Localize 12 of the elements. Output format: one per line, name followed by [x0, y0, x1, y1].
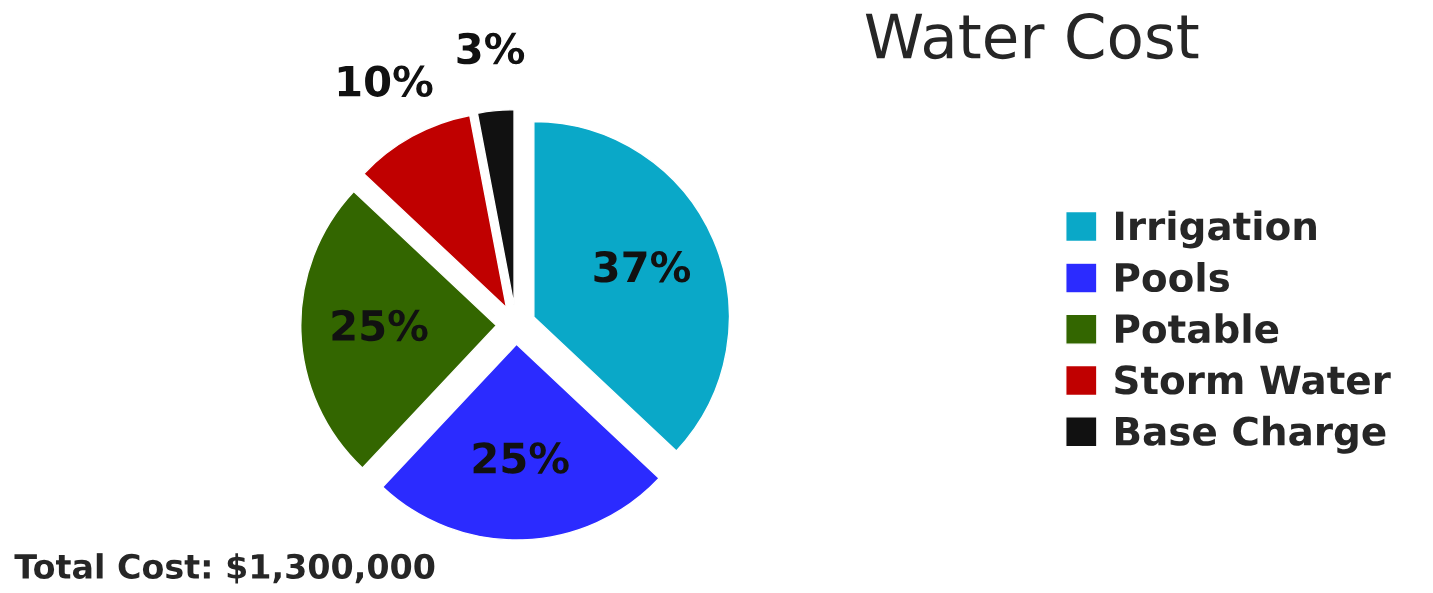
- legend-label: Storm Water: [1115, 365, 1391, 395]
- legend-label: Potable: [1115, 313, 1279, 344]
- legend-label: Pools: [1115, 262, 1229, 293]
- data-label: 25%: [473, 442, 569, 474]
- data-label: 10%: [338, 65, 433, 97]
- chart-title: Water Cost: [865, 13, 1199, 60]
- data-label: 37%: [594, 251, 691, 283]
- data-label: 25%: [332, 309, 428, 342]
- text: Total Cost: $1,300,000: [14, 553, 435, 584]
- data-label: 3%: [457, 32, 525, 65]
- legend-label: Irrigation: [1115, 210, 1316, 249]
- legend-label: Base Charge: [1115, 415, 1386, 454]
